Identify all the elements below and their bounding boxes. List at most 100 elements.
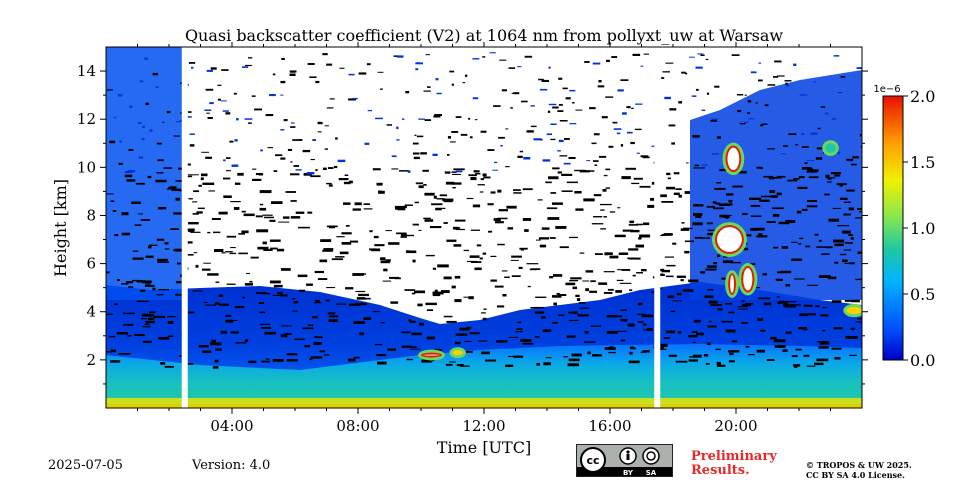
noise-speck [757, 318, 764, 321]
noise-speck [371, 248, 381, 252]
cloud-features [418, 140, 862, 361]
noise-speck [107, 89, 113, 91]
data-gap [654, 47, 661, 408]
noise-speck [459, 327, 469, 330]
noise-speck [412, 223, 419, 226]
noise-speck [675, 360, 688, 363]
noise-speck [190, 231, 201, 233]
noise-speck [329, 98, 335, 100]
noise-speck [605, 96, 614, 98]
noise-speck [723, 256, 728, 258]
noise-speck [589, 290, 597, 293]
noise-speck [549, 237, 556, 239]
noise-speck [559, 155, 568, 157]
noise-speck [584, 330, 589, 334]
noise-speck [538, 78, 544, 81]
noise-speck [156, 238, 165, 241]
noise-speck [290, 173, 300, 176]
noise-speck [291, 298, 296, 300]
noise-speck [197, 207, 205, 209]
noise-speck [468, 296, 474, 300]
noise-speck [553, 302, 557, 306]
noise-speck [149, 244, 158, 246]
noise-speck [463, 296, 470, 298]
noise-speck [638, 237, 642, 240]
noise-speck [280, 129, 285, 131]
noise-speck [780, 270, 792, 274]
noise-speck [628, 248, 639, 251]
noise-speck [842, 230, 851, 234]
noise-speck [424, 219, 434, 222]
noise-speck [707, 229, 720, 232]
noise-speck [796, 210, 802, 214]
noise-speck [333, 165, 338, 169]
noise-speck [496, 305, 505, 308]
noise-speck [789, 304, 801, 306]
noise-speck [521, 100, 528, 103]
noise-speck [713, 262, 718, 265]
noise-speck [140, 219, 150, 221]
noise-speck [642, 350, 650, 353]
noise-speck [496, 340, 508, 343]
noise-speck [711, 118, 718, 121]
data-gaps [181, 47, 661, 408]
noise-speck [620, 309, 627, 311]
noise-speck [676, 292, 682, 296]
chart-title: Quasi backscatter coefficient (V2) at 10… [185, 26, 783, 45]
noise-speck [830, 172, 841, 175]
noise-speck [363, 208, 373, 210]
noise-speck [836, 183, 847, 186]
noise-speck [664, 256, 674, 258]
noise-speck [280, 157, 286, 160]
noise-speck [413, 152, 420, 155]
noise-speck [758, 79, 763, 82]
noise-speck [329, 315, 339, 318]
noise-speck [269, 219, 276, 222]
noise-speck [310, 175, 321, 178]
noise-speck [207, 231, 211, 234]
noise-speck [276, 248, 285, 252]
noise-speck [230, 201, 241, 203]
noise-speck [480, 130, 487, 133]
noise-speck [452, 227, 461, 229]
noise-speck [298, 289, 305, 292]
noise-speck [201, 173, 208, 177]
noise-speck [202, 182, 215, 185]
noise-speck [423, 90, 431, 92]
noise-speck [680, 228, 690, 231]
noise-speck [553, 274, 563, 277]
noise-speck [326, 107, 334, 109]
noise-speck [708, 320, 712, 323]
noise-speck [348, 358, 356, 362]
noise-speck [418, 185, 424, 189]
noise-speck [219, 303, 229, 306]
noise-speck [604, 252, 613, 255]
noise-speck [356, 297, 366, 300]
noise-speck [557, 150, 561, 152]
noise-speck [310, 356, 323, 359]
noise-speck [434, 348, 442, 352]
noise-speck [626, 106, 631, 109]
noise-speck [284, 333, 292, 335]
noise-speck [552, 295, 562, 298]
noise-speck [527, 285, 531, 288]
noise-speck [153, 315, 166, 319]
noise-speck [794, 278, 805, 280]
noise-speck [832, 207, 841, 209]
noise-speck [598, 282, 608, 285]
noise-speck [501, 270, 508, 272]
noise-speck [155, 179, 167, 183]
noise-speck [476, 244, 482, 247]
noise-speck [453, 168, 465, 171]
noise-speck [627, 257, 636, 260]
noise-speck [629, 220, 635, 224]
noise-speck [706, 342, 711, 346]
noise-speck [451, 182, 462, 185]
noise-speck [119, 140, 122, 143]
noise-speck [213, 231, 221, 234]
y-tick-label: 14 [77, 62, 96, 80]
noise-speck [217, 98, 221, 101]
noise-speck [603, 271, 615, 273]
noise-speck [244, 283, 253, 286]
noise-speck [541, 227, 550, 230]
